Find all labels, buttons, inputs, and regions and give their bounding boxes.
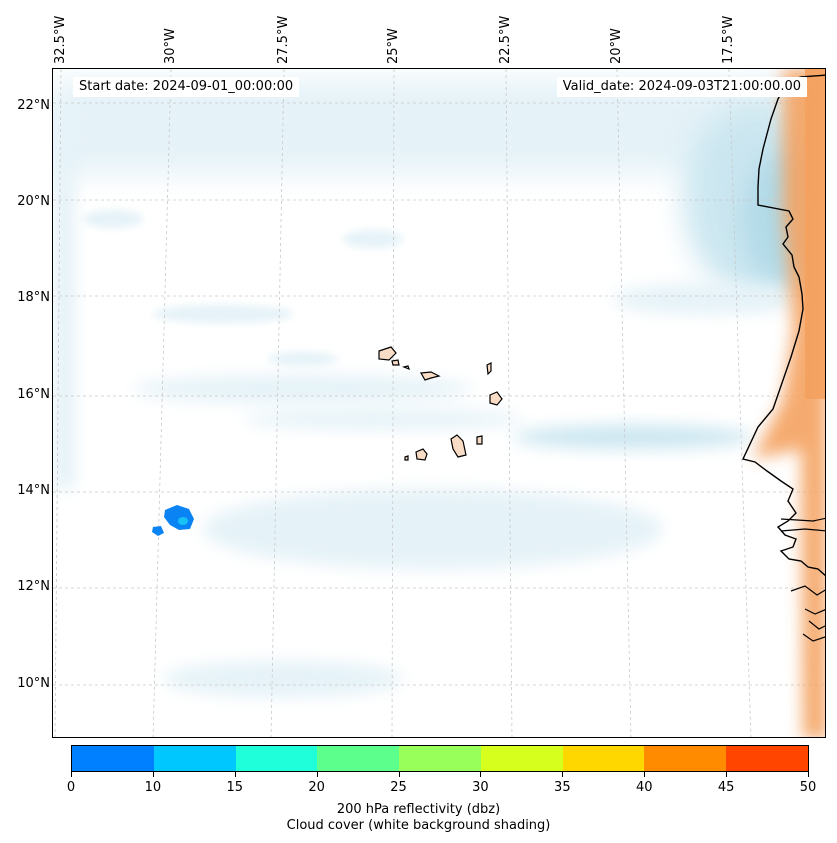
colorbar-tick-label: 30 [472,780,489,795]
cloud-streak-central [133,375,473,403]
colorbar-tick [152,772,154,777]
colorbar-tick [726,772,728,777]
colorbar-tick [480,772,482,777]
lon-label-22-5w: 22.5°W [498,15,513,64]
colorbar-tick-label: 50 [799,780,817,795]
valid-date-label: Valid_date: 2024-09-03T21:00:00.00 [556,77,807,97]
colorbar-segment-1 [153,746,236,771]
colorbar-segment-6 [562,746,645,771]
island-santo-antao [378,346,397,361]
island-sao-vicente [391,359,400,366]
colorbar-tick-label: 15 [226,780,244,795]
cape-verde-islands [378,346,503,461]
island-santiago [450,434,467,458]
island-santa-luzia [402,365,410,371]
island-sao-nicolau [420,371,441,381]
lat-label-20n: 20°N [17,194,50,209]
gambia-coastline [780,517,825,532]
colorbar-tick [234,772,236,777]
colorbar-tick-label: 25 [390,780,407,795]
lon-label-25w: 25°W [386,28,401,64]
colorbar-segment-5 [480,746,563,771]
guinea-bissau-coastline [790,585,825,642]
cloud-cover-shading [53,79,825,697]
colorbar-tick [316,772,318,777]
lon-label-17-5w: 17.5°W [721,15,736,64]
cloud-streak-central-2 [243,409,523,429]
cloud-band-south [203,489,663,569]
lon-label-20w: 20°W [609,28,624,64]
colorbar-tick [562,772,564,777]
colorbar-tick [644,772,646,777]
colorbar-tick-label: 45 [717,780,735,795]
island-sal [486,362,492,376]
reflectivity-center [178,517,188,525]
island-fogo [415,448,428,461]
colorbar-segment-0 [72,746,154,771]
colorbar-segment-4 [399,746,481,771]
colorbar-tick-label: 35 [554,780,571,795]
reflectivity-cell [152,505,194,536]
lon-label-32-5w: 32.5°W [53,15,68,64]
cloud-streak-east [513,425,753,449]
colorbar-sublabel: Cloud cover (white background shading) [286,818,551,833]
cloud-fleck-1 [343,230,403,248]
lat-label-10n: 10°N [17,676,50,691]
island-brava [404,455,409,461]
land-warm-shading [753,69,825,737]
lat-label-22n: 22°N [17,98,50,113]
start-date-label: Start date: 2024-09-01_00:00:00 [73,77,300,97]
colorbar-tick [398,772,400,777]
africa-coastline [742,74,825,577]
colorbar-tick [808,772,809,777]
lon-label-30w: 30°W [163,28,178,64]
cloud-band-southwest [163,661,403,697]
graticule [53,69,825,737]
map-canvas [53,69,825,737]
colorbar-segment-8 [726,746,809,771]
reflectivity-core [164,505,194,530]
reflectivity-fragment [152,526,164,536]
cloud-fleck-4 [83,210,143,228]
lat-label-16n: 16°N [17,387,50,402]
colorbar-segment-2 [235,746,318,771]
colorbar-tick-label: 40 [635,780,653,795]
lon-label-27-5w: 27.5°W [276,15,291,64]
colorbar [71,745,809,772]
lat-label-18n: 18°N [17,290,50,305]
island-maio [476,435,483,445]
colorbar-tick-label: 0 [66,780,76,795]
colorbar-tick [71,772,72,777]
colorbar-tick-label: 10 [144,780,162,795]
colorbar-label: 200 hPa reflectivity (dbz) [336,802,501,817]
colorbar-segment-7 [644,746,727,771]
lat-label-14n: 14°N [17,483,50,498]
lat-label-12n: 12°N [17,579,50,594]
colorbar-segment-3 [317,746,400,771]
cloud-band-west-edge [53,99,75,489]
colorbar-tick-label: 20 [308,780,325,795]
cloud-fleck-2 [153,305,293,323]
map-panel: Start date: 2024-09-01_00:00:00 Valid_da… [52,68,826,738]
cloud-fleck-3 [268,352,338,366]
cloud-streak-east-2 [613,284,793,314]
island-boa-vista [489,391,503,406]
